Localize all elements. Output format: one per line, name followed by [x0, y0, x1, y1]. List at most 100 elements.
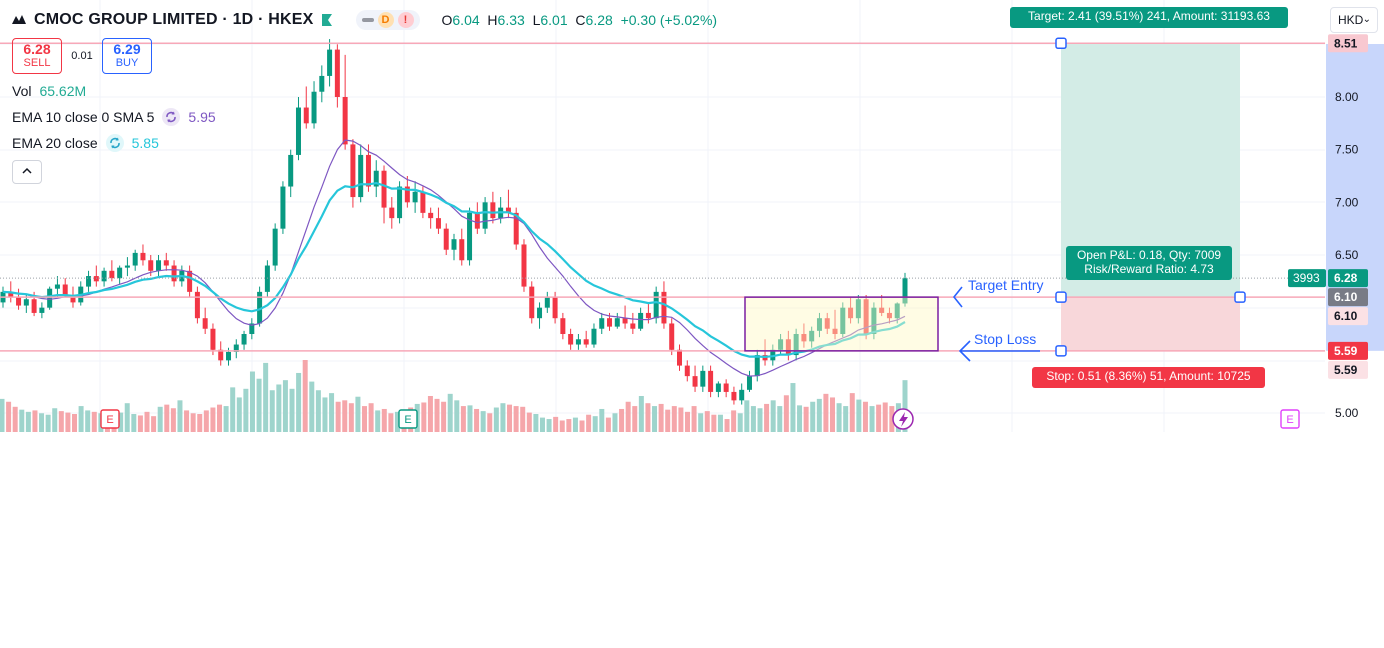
volume-bar: [256, 378, 262, 432]
candle-body: [700, 370, 706, 387]
ema10-indicator[interactable]: EMA 10 close 0 SMA 5 5.95: [12, 108, 216, 126]
candle-body: [575, 339, 581, 345]
candle-body: [638, 312, 644, 329]
volume-bar: [770, 400, 776, 432]
volume-bar: [592, 416, 598, 432]
candle-body: [661, 291, 667, 324]
open-value: 6.04: [452, 12, 480, 28]
volume-bar: [652, 406, 658, 432]
status-pills[interactable]: D !: [355, 10, 420, 30]
symbol-title[interactable]: CMOC GROUP LIMITED · 1D · HKEX: [34, 11, 314, 28]
position-handle[interactable]: [1234, 291, 1246, 303]
chevron-down-icon: ⌄: [1362, 14, 1371, 25]
volume-bar: [691, 406, 697, 432]
range-rectangle[interactable]: [744, 296, 939, 352]
candle-body: [358, 154, 364, 198]
candle-body: [467, 212, 473, 261]
refresh-icon[interactable]: [105, 134, 124, 152]
earnings-icon: [1280, 409, 1300, 429]
candle-body: [226, 351, 231, 361]
candle-body: [187, 270, 193, 292]
price-label[interactable]: 5.59: [1328, 341, 1368, 360]
candle-body: [124, 265, 130, 268]
pnl-badge-text: Open P&L: 0.18, Qty: 7009: [1077, 248, 1221, 262]
candle-body: [537, 307, 543, 319]
price-label[interactable]: 6.10: [1328, 307, 1368, 326]
volume-bar: [474, 408, 480, 432]
target-badge[interactable]: Target: 2.41 (39.51%) 241, Amount: 31193…: [1010, 7, 1288, 28]
candle-body: [210, 328, 216, 350]
volume-bar: [843, 406, 849, 432]
price-label[interactable]: 5.59: [1328, 360, 1368, 379]
high-value: 6.33: [497, 12, 525, 28]
candle-body: [778, 339, 784, 350]
drawings[interactable]: Target Entry Stop Loss Target: 2.41 (39.51…: [0, 7, 1325, 430]
volume-bar: [190, 413, 196, 432]
volume-bar: [388, 413, 394, 432]
price-axis[interactable]: 8.00 7.50 7.00 6.50 5.00 8.51 6.28 6.10 6.10 5.59…: [1288, 34, 1384, 420]
position-handle[interactable]: [1055, 291, 1067, 303]
price-label-text: 8.51: [1334, 36, 1358, 50]
market-open-icon[interactable]: [320, 13, 334, 27]
lightning-icon[interactable]: [892, 408, 914, 430]
collapse-legend-button[interactable]: [12, 160, 42, 184]
candle-body: [677, 349, 682, 366]
candle-body: [731, 391, 737, 401]
stop-badge-bg: [1032, 367, 1265, 388]
candle-body: [140, 252, 146, 261]
volume-bar: [797, 405, 803, 432]
chart-canvas[interactable]: Target Entry Stop Loss Target: 2.41 (39.51…: [0, 0, 1384, 432]
position-handle[interactable]: [1055, 37, 1067, 50]
candle-body: [599, 318, 605, 329]
earnings-marker[interactable]: E: [1280, 409, 1300, 429]
volume-bar: [434, 398, 440, 432]
candle-body: [8, 291, 14, 298]
stop-badge[interactable]: Stop: 0.51 (8.36%) 51, Amount: 10725: [1032, 367, 1265, 388]
ema20-value: 5.85: [131, 135, 159, 151]
candle-body: [163, 260, 169, 266]
earnings-icon-label: E: [1286, 414, 1293, 426]
earnings-marker[interactable]: E: [100, 409, 120, 429]
buy-button[interactable]: 6.29 BUY: [102, 38, 152, 74]
price-label[interactable]: 6.28: [1328, 269, 1368, 288]
sell-button[interactable]: 6.28 SELL: [12, 38, 62, 74]
volume-bar: [507, 404, 513, 432]
volume-indicator[interactable]: Vol 65.62M: [12, 83, 87, 99]
currency-select[interactable]: HKD ⌄: [1330, 7, 1378, 33]
price-label-bg: [1328, 307, 1368, 326]
candle-body: [365, 154, 371, 187]
candle-body: [544, 297, 550, 308]
volume-bar: [816, 398, 822, 432]
volume-bar: [375, 410, 381, 432]
volume-bar: [184, 410, 190, 432]
ema10-value: 5.95: [188, 109, 216, 125]
candle-body: [249, 323, 255, 334]
earnings-marker[interactable]: E: [398, 409, 418, 429]
candle-body: [840, 307, 846, 334]
change-value: +0.30 (+5.02%): [620, 12, 718, 28]
price-label[interactable]: 6.10: [1328, 288, 1368, 307]
stop-loss-label[interactable]: Stop Loss: [974, 331, 1036, 347]
volume-bar: [441, 401, 447, 432]
ema20-indicator[interactable]: EMA 20 close 5.85: [12, 134, 159, 152]
candle-body: [389, 207, 395, 219]
price-label[interactable]: 8.51: [1328, 34, 1368, 53]
candle-body: [832, 328, 838, 334]
volume-bar: [12, 406, 18, 432]
volume-bar: [447, 393, 453, 432]
volume-bar: [118, 412, 124, 432]
volume-bar: [671, 406, 677, 432]
refresh-icon[interactable]: [162, 108, 181, 126]
position-handle[interactable]: [1055, 345, 1067, 357]
volume-bar: [539, 417, 545, 432]
volume-bar: [823, 393, 829, 432]
arrow-left-icon[interactable]: [958, 340, 1040, 362]
volume-bar: [829, 397, 835, 432]
target-entry-label[interactable]: Target Entry: [968, 277, 1043, 293]
volume-bar: [0, 398, 5, 432]
candle-body: [669, 323, 675, 350]
arrow-left-icon[interactable]: [952, 286, 963, 308]
price-label-bg: [1328, 34, 1368, 53]
candle-body: [692, 376, 698, 387]
